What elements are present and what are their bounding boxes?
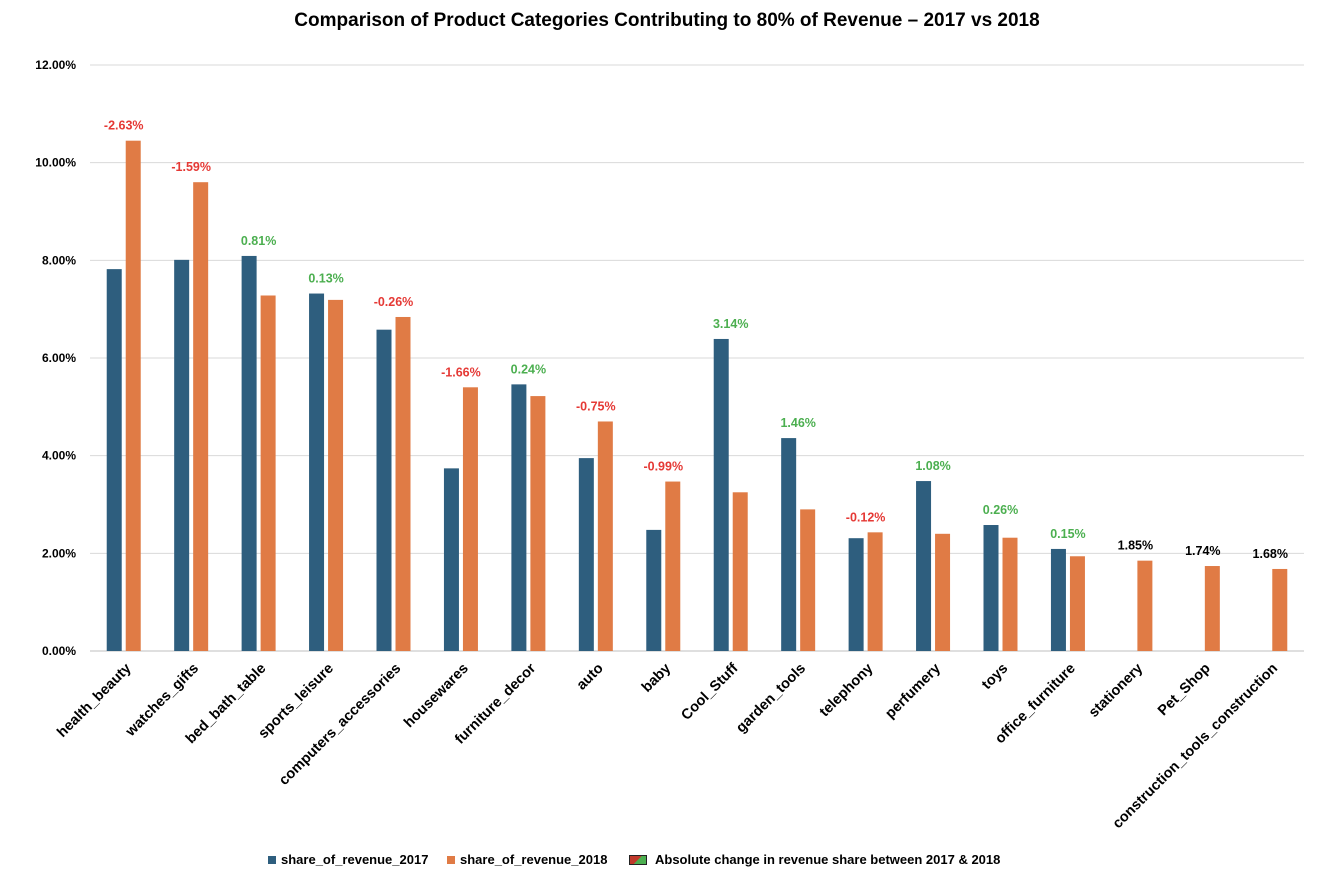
bar-2018: [867, 532, 883, 651]
bar-2017: [174, 259, 190, 651]
bar-2017: [781, 438, 797, 651]
bars: [106, 140, 1288, 652]
category-label: baby: [639, 661, 674, 696]
change-label: -0.75%: [576, 399, 616, 413]
bar-2018: [1002, 537, 1018, 651]
bar-2017: [646, 529, 662, 651]
y-axis-ticks: 0.00% 2.00% 4.00% 6.00% 8.00% 10.00% 12.00%: [35, 58, 76, 658]
bar-2017: [1050, 548, 1066, 651]
bar-2018: [125, 140, 141, 652]
bar-2017: [241, 255, 257, 651]
legend-label-change: Absolute change in revenue share between…: [655, 852, 1001, 867]
legend-swatch-2018: [447, 855, 455, 864]
change-label: -1.66%: [441, 365, 481, 379]
bar-2017: [511, 384, 527, 651]
bar-2018: [395, 316, 411, 651]
category-label: Pet_Shop: [1155, 660, 1214, 719]
bar-2017: [106, 269, 122, 651]
bar-2018: [935, 533, 951, 651]
change-label: -0.99%: [643, 460, 683, 474]
change-label: 0.13%: [308, 272, 343, 286]
change-label: -1.59%: [171, 160, 211, 174]
bar-2018: [1272, 568, 1288, 651]
bar-2018: [597, 421, 613, 651]
category-label: telephony: [817, 661, 877, 721]
change-label: 3.14%: [713, 317, 748, 331]
category-label: garden_tools: [733, 661, 809, 737]
legend-swatch-change: [629, 854, 647, 865]
bar-2018: [462, 387, 478, 651]
change-label: 1.74%: [1185, 544, 1220, 558]
chart-title: Comparison of Product Categories Contrib…: [294, 10, 1040, 31]
change-label: 1.85%: [1118, 539, 1153, 553]
bar-2018: [1137, 560, 1153, 651]
change-label: 0.24%: [511, 362, 546, 376]
y-tick-label: 8.00%: [42, 253, 76, 267]
category-label: housewares: [401, 661, 472, 732]
category-label: stationery: [1086, 661, 1146, 721]
change-label: -0.12%: [846, 510, 886, 524]
bar-2018: [193, 182, 209, 651]
y-tick-label: 0.00%: [42, 644, 76, 658]
bar-2017: [713, 338, 729, 651]
legend-label-2018: share_of_revenue_2018: [460, 852, 608, 867]
category-label: auto: [574, 660, 607, 693]
category-label: Cool_Stuff: [678, 660, 741, 723]
category-label: toys: [979, 661, 1011, 693]
change-label: 0.26%: [983, 503, 1018, 517]
change-label: 0.81%: [241, 234, 276, 248]
legend-label-2017: share_of_revenue_2017: [281, 852, 429, 867]
change-label: 1.08%: [915, 459, 950, 473]
change-label: -2.63%: [104, 119, 144, 133]
bar-2017: [578, 458, 594, 651]
gridlines: [90, 64, 1304, 652]
legend-item-2017: share_of_revenue_2017: [268, 852, 428, 867]
bar-2018: [665, 481, 681, 651]
bar-2018: [732, 492, 748, 651]
y-tick-label: 10.00%: [35, 156, 76, 170]
bar-2017: [309, 293, 325, 651]
legend: share_of_revenue_2017 share_of_revenue_2…: [0, 852, 1334, 872]
change-label: 0.15%: [1050, 527, 1085, 541]
bar-2018: [1069, 556, 1085, 651]
bar-2018: [260, 295, 276, 651]
y-tick-label: 6.00%: [42, 351, 76, 365]
legend-item-2018: share_of_revenue_2018: [447, 852, 607, 867]
data-labels: -2.63% -1.59% 0.81% 0.13% -0.26% -1.66% 0.24% -…: [104, 119, 1288, 561]
bar-2018: [1204, 566, 1220, 651]
bar-2017: [983, 525, 999, 651]
legend-item-change: Absolute change in revenue share between…: [629, 852, 1000, 867]
bar-2017: [848, 538, 864, 651]
category-label: computers_accessories: [276, 661, 404, 789]
bar-2017: [376, 329, 392, 651]
change-label: 1.68%: [1253, 547, 1288, 561]
change-label: 1.46%: [780, 416, 815, 430]
bar-2017: [916, 481, 932, 651]
bar-2018: [530, 396, 546, 651]
bar-2018: [328, 299, 344, 651]
x-axis-categories: health_beautywatches_giftsbed_bath_table…: [54, 660, 1281, 832]
category-label: perfumery: [882, 661, 943, 722]
bar-2018: [800, 509, 816, 651]
y-tick-label: 2.00%: [42, 546, 76, 560]
y-tick-label: 12.00%: [35, 58, 76, 72]
y-tick-label: 4.00%: [42, 449, 76, 463]
change-label: -0.26%: [374, 295, 414, 309]
bar-2017: [443, 468, 459, 651]
legend-swatch-2017: [268, 855, 276, 864]
